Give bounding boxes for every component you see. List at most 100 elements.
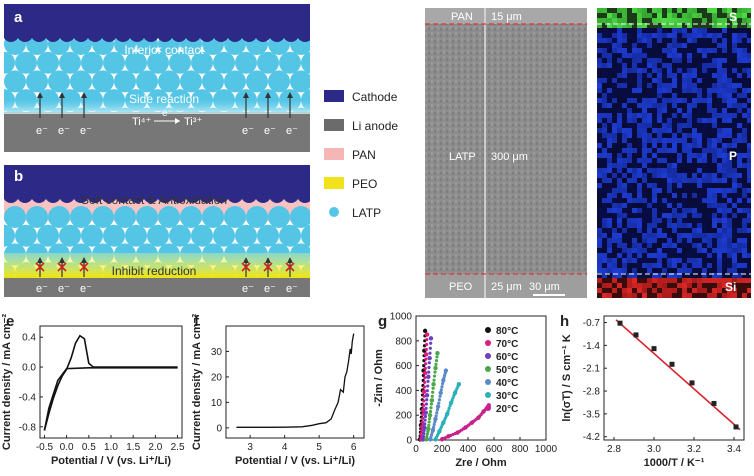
legend-marker xyxy=(485,366,491,372)
y-axis-label: -Zim / Ohm xyxy=(373,349,385,407)
y-tick-label: -0.8 xyxy=(19,422,37,433)
eis-point xyxy=(422,431,426,436)
eis-point xyxy=(424,347,428,352)
legend-label: Li anode xyxy=(352,119,398,133)
legend-swatch xyxy=(324,177,344,189)
eis-point xyxy=(439,388,443,392)
x-tick-label: 200 xyxy=(434,444,451,455)
x-tick-label: 0.0 xyxy=(60,442,74,453)
eis-point xyxy=(423,422,427,426)
x-axis-label: 1000/T / K⁻¹ xyxy=(644,457,705,469)
eis-point xyxy=(475,417,479,421)
eis-point xyxy=(435,351,440,356)
x-tick-label: 1000 xyxy=(535,444,558,455)
eis-point xyxy=(428,417,432,421)
eis-point xyxy=(425,337,429,342)
y-tick-label: 800 xyxy=(395,336,412,347)
legend-entry: 40°C xyxy=(496,378,518,389)
electron-label-b: e⁻ xyxy=(58,283,70,295)
eis-point xyxy=(421,416,425,420)
eis-point xyxy=(432,378,436,382)
y-tick-label: 400 xyxy=(395,386,412,397)
electron-arrow-head xyxy=(59,92,65,98)
eis-point xyxy=(420,420,425,424)
y-tick-label: 30 xyxy=(211,347,223,358)
eis-point xyxy=(428,336,434,341)
eis-point xyxy=(432,374,437,378)
legend-label: PEO xyxy=(352,177,377,191)
electron-label: e⁻ xyxy=(58,125,70,137)
eis-point xyxy=(425,389,429,393)
li-anode-layer xyxy=(4,112,310,152)
eis-point xyxy=(442,376,446,380)
arrhenius-point xyxy=(669,361,675,367)
plot-area xyxy=(39,325,183,439)
electron-arrow-head xyxy=(287,92,293,98)
x-tick-label: 3.4 xyxy=(727,444,741,455)
eis-point xyxy=(431,425,436,429)
cv-curve xyxy=(43,334,178,431)
legend-marker xyxy=(485,405,491,411)
y-tick-label: -4.2 xyxy=(583,432,601,443)
plot-area xyxy=(415,315,547,441)
eis-point xyxy=(423,410,428,415)
eis-point xyxy=(445,435,449,439)
eis-point xyxy=(424,357,428,361)
x-tick-label: 2.5 xyxy=(171,442,185,453)
eis-point xyxy=(434,362,438,366)
pan-label: PAN xyxy=(451,11,473,23)
eis-point xyxy=(427,420,431,424)
eis-point xyxy=(429,406,433,410)
eis-point xyxy=(438,394,442,398)
y-axis-label: Current density / mA cm⁻² xyxy=(1,314,13,451)
linear-fit xyxy=(615,319,741,431)
eis-point xyxy=(422,328,428,334)
panel-a: a Inferior contact Side reaction e⁻ e⁻ e⁻ e… xyxy=(0,4,323,152)
eis-point xyxy=(427,370,431,374)
electron-label: e⁻ xyxy=(264,125,276,137)
eis-point xyxy=(424,393,430,398)
eis-point xyxy=(422,399,426,403)
cathode-layer-b xyxy=(3,165,313,203)
eis-point xyxy=(429,402,434,406)
cv-curve xyxy=(43,366,178,431)
eis-point xyxy=(450,398,454,402)
legend-label: Cathode xyxy=(352,90,398,104)
legend-entry: 60°C xyxy=(496,352,518,363)
y-tick-label: 0.0 xyxy=(22,363,36,374)
panel-a-letter: a xyxy=(14,9,23,26)
eis-point xyxy=(429,398,435,403)
eis-point xyxy=(434,359,439,363)
soft-contact-label: Soft contact & Antioxidation xyxy=(81,193,227,207)
eis-point xyxy=(434,414,438,418)
x-tick-label: 3 xyxy=(247,442,253,453)
li-anode-layer-b xyxy=(4,278,310,297)
panel-c: c PAN 15 μm LATP 300 μm PEO 25 μm 30 μm xyxy=(413,8,587,298)
x-axis-label: Zre / Ohm xyxy=(455,457,507,469)
eis-point xyxy=(426,426,431,432)
eis-point xyxy=(428,346,432,350)
x-tick-label: 6 xyxy=(351,442,357,453)
eis-point xyxy=(432,422,436,427)
y-tick-label: 600 xyxy=(395,361,412,372)
y-tick-label: -0.7 xyxy=(583,318,601,329)
eis-point xyxy=(422,370,428,376)
latp-label: LATP xyxy=(449,151,476,163)
peo-label: PEO xyxy=(449,281,473,293)
panel-letter: e xyxy=(6,313,14,330)
y-tick-label: -1.4 xyxy=(583,341,601,352)
arrhenius-point xyxy=(617,320,623,326)
eis-point xyxy=(440,423,444,427)
y-tick-label: -2.8 xyxy=(583,387,601,398)
x-axis-label: Potential / V (vs. Li⁺/Li) xyxy=(51,455,171,467)
y-tick-label: 0 xyxy=(216,423,222,434)
electron-arrow-head xyxy=(37,92,43,98)
eis-point xyxy=(433,420,437,424)
electron-label-b: e⁻ xyxy=(242,283,254,295)
panel-b-letter: b xyxy=(14,168,23,185)
eis-point xyxy=(431,386,435,390)
arrhenius-point xyxy=(733,424,739,430)
eis-point xyxy=(430,394,434,398)
chart-h: 2.8 3.0 3.2 3.4 -0.7 -1.4 -2.1 -2.8 -3.5 -4.2 1000… xyxy=(560,308,754,471)
eis-point xyxy=(426,429,430,434)
